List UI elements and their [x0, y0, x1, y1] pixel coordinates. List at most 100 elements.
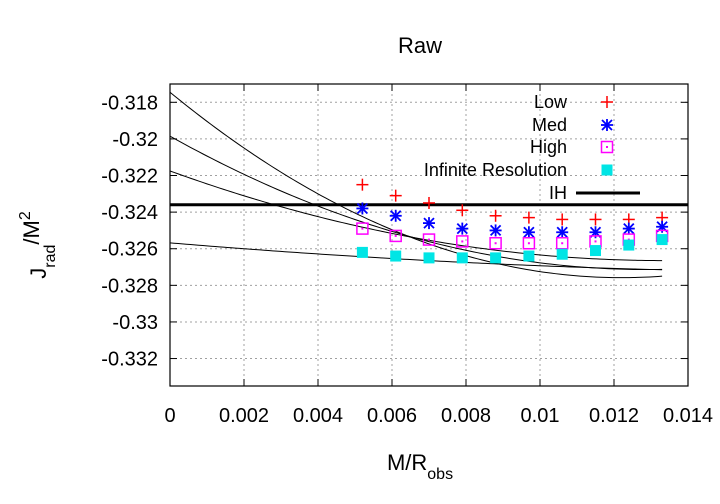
- marker-dot: [394, 234, 397, 237]
- marker-box: [522, 236, 536, 250]
- marker-stroke: [601, 119, 613, 131]
- fit-curve: [170, 170, 663, 262]
- marker-dot: [606, 146, 608, 148]
- legend-label: Med: [532, 115, 567, 135]
- x-axis-title: M/Robs: [387, 450, 453, 483]
- marker-box: [556, 248, 568, 260]
- marker-box: [456, 235, 469, 248]
- legend-marker: [600, 140, 614, 154]
- data-point: [356, 246, 368, 258]
- data-point: [522, 236, 536, 250]
- marker-dot: [361, 227, 364, 230]
- marker-box: [601, 164, 613, 176]
- y-tick-label: -0.32: [112, 129, 158, 151]
- marker-box: [422, 233, 436, 246]
- marker-stroke: [456, 222, 468, 235]
- marker-dot: [494, 242, 497, 245]
- marker-box: [489, 236, 502, 250]
- marker-stroke: [390, 210, 402, 222]
- y-tick-label: -0.326: [101, 239, 158, 261]
- x-tick-label: 0.014: [663, 405, 713, 427]
- x-axis-title-sub: obs: [427, 466, 453, 483]
- data-point: [556, 226, 569, 239]
- y-tick-label: -0.332: [101, 349, 158, 371]
- y-tick-label: -0.318: [101, 92, 158, 114]
- marker-stroke: [523, 226, 535, 238]
- y-tick-label: -0.324: [101, 202, 158, 224]
- data-point: [656, 234, 668, 246]
- data-point: [456, 235, 469, 248]
- data-point: [555, 236, 569, 250]
- y-axis-title-base: J: [26, 268, 51, 279]
- marker-box: [390, 250, 402, 262]
- y-axis-title: Jrad/M2: [17, 211, 59, 279]
- marker-box: [623, 239, 635, 251]
- data-point: [523, 250, 535, 262]
- data-point: [423, 196, 435, 209]
- y-axis-title-rest: /M: [19, 220, 44, 244]
- marker-box: [423, 252, 435, 264]
- data-point: [389, 229, 402, 243]
- x-tick-label: 0.002: [219, 405, 269, 427]
- data-point: [556, 213, 569, 226]
- data-point: [423, 252, 435, 264]
- data-point: [456, 204, 469, 217]
- chart-title: Raw: [398, 33, 442, 58]
- data-point: [522, 226, 535, 239]
- data-point: [356, 202, 369, 215]
- marker-box: [356, 246, 368, 258]
- axis-ticks: 0 0.002 0.004 0.006 0.008 0.01 0.012 0.014 -0.31…: [101, 84, 713, 427]
- marker-box: [356, 222, 369, 235]
- data-point: [622, 222, 635, 235]
- data-point: [456, 252, 468, 264]
- legend-label: Infinite Resolution: [424, 160, 567, 180]
- legend-label: Low: [534, 92, 568, 112]
- marker-stroke: [356, 202, 369, 215]
- x-tick-label: 0.012: [589, 405, 639, 427]
- fit-curves: [170, 91, 663, 279]
- data-point: [356, 178, 369, 191]
- legend-label: IH: [549, 183, 567, 203]
- marker-stroke: [556, 226, 568, 238]
- marker-box: [456, 252, 468, 264]
- data-point: [389, 189, 402, 202]
- data-point: [623, 239, 635, 251]
- legend-marker: [601, 96, 613, 108]
- marker-dot: [461, 240, 464, 243]
- data-point: [356, 222, 369, 235]
- marker-box: [389, 229, 402, 243]
- marker-stroke: [623, 222, 635, 235]
- x-tick-label: 0.008: [441, 405, 491, 427]
- marker-box: [600, 140, 614, 154]
- legend-label: High: [530, 137, 567, 157]
- data-point: [522, 211, 535, 224]
- x-axis-title-base: M/R: [387, 450, 427, 475]
- data-point: [556, 248, 568, 260]
- marker-box: [490, 252, 502, 264]
- grid: [170, 84, 688, 386]
- y-axis-title-sup: 2: [17, 211, 34, 220]
- x-tick-label: 0.01: [521, 405, 560, 427]
- y-tick-label: -0.328: [101, 275, 158, 297]
- x-tick-label: 0.004: [293, 405, 343, 427]
- marker-box: [656, 234, 668, 246]
- y-tick-label: -0.33: [112, 312, 158, 334]
- marker-stroke: [423, 217, 435, 229]
- data-point: [590, 245, 601, 257]
- marker-box: [523, 250, 535, 262]
- legend-marker: [601, 119, 613, 131]
- fit-curve: [170, 242, 663, 271]
- marker-dot: [527, 242, 530, 245]
- y-axis-title-sub: rad: [42, 245, 59, 268]
- data-points: [356, 178, 669, 264]
- marker-stroke: [489, 224, 502, 237]
- data-point: [456, 222, 469, 235]
- data-point: [423, 217, 435, 230]
- marker-dot: [561, 242, 564, 245]
- data-point: [489, 236, 502, 250]
- marker-dot: [594, 240, 597, 243]
- data-point: [489, 224, 502, 237]
